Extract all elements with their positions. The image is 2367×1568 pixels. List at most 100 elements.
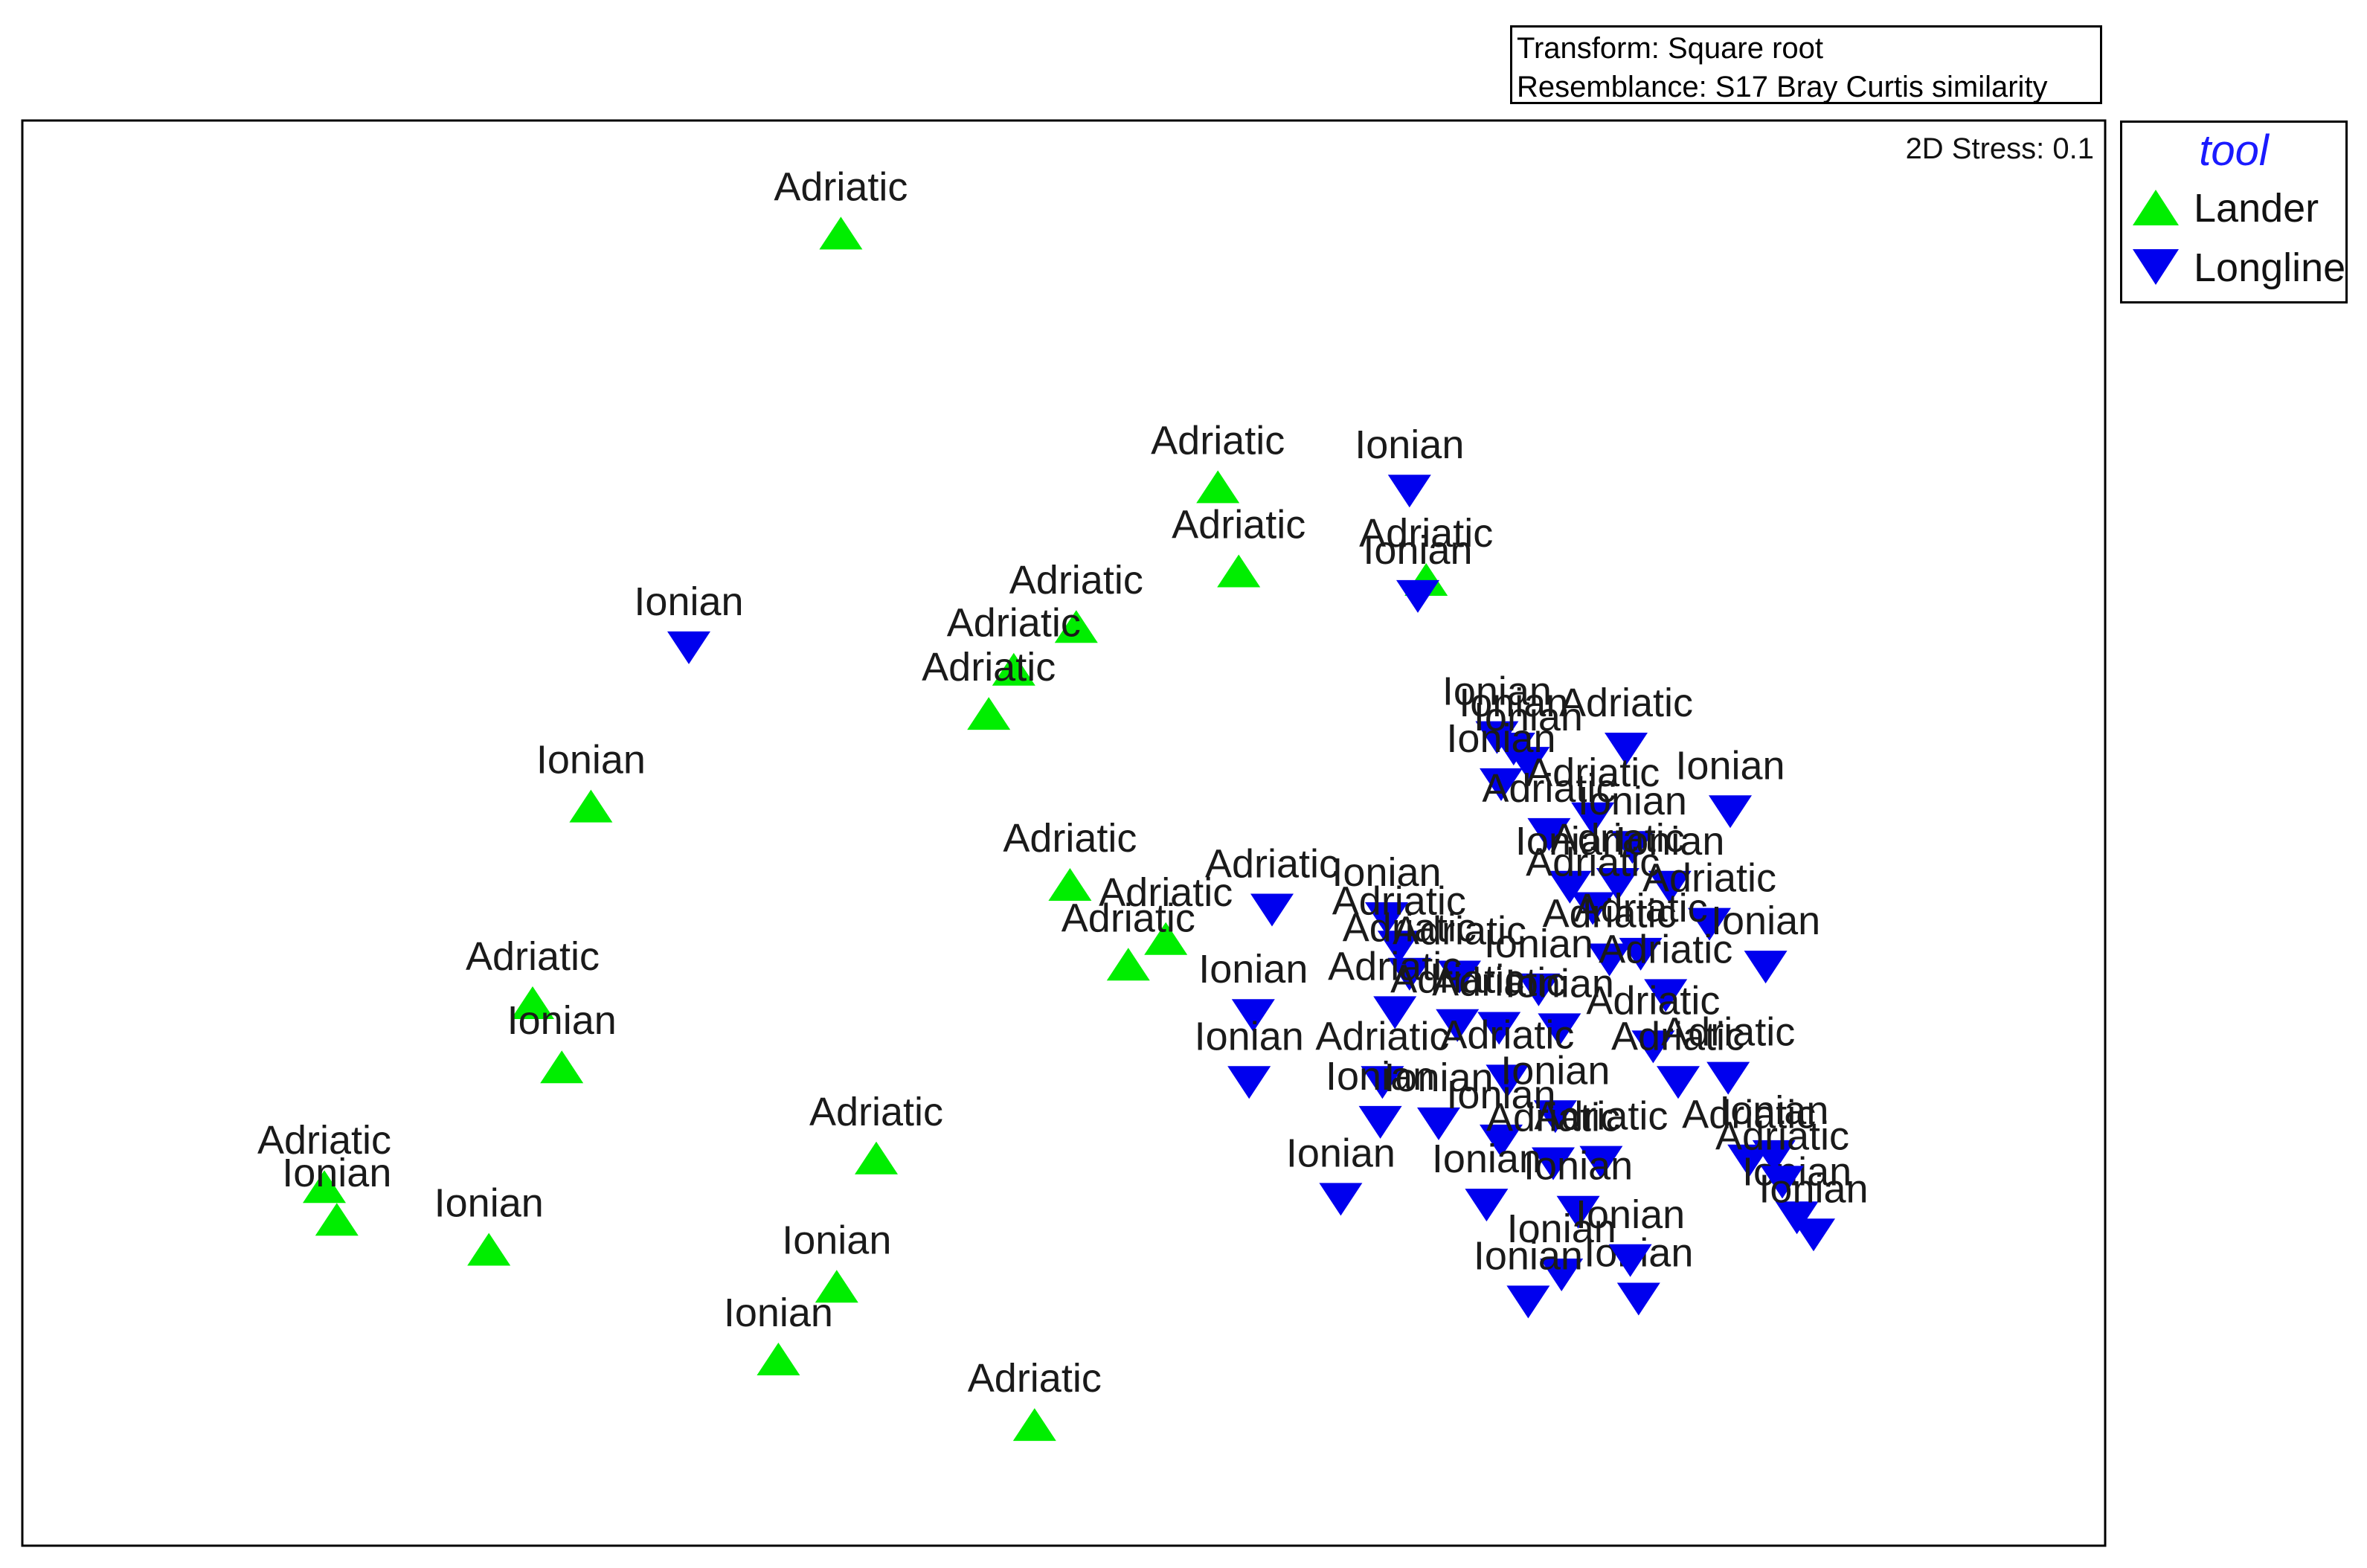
point-label: Adriatic bbox=[1682, 1093, 1816, 1137]
point-label: Adriatic bbox=[1526, 841, 1660, 885]
point-label: Ionian bbox=[1442, 669, 1552, 714]
point-label: Ionian bbox=[1515, 819, 1625, 864]
longline-point bbox=[1752, 1140, 1796, 1173]
longline-point bbox=[1556, 1195, 1600, 1229]
point-label: Adriatic bbox=[1526, 751, 1660, 795]
longline-point bbox=[1631, 1030, 1675, 1064]
point-label: Adriatic bbox=[1642, 856, 1776, 901]
legend-title: tool bbox=[2199, 126, 2269, 175]
point-label: Adriatic bbox=[1343, 906, 1477, 951]
stress-value: 2D Stress: 0.1 bbox=[1905, 132, 2094, 165]
point-label: Adriatic bbox=[1486, 1096, 1620, 1140]
point-label: Ionian bbox=[282, 1151, 391, 1195]
point-label: Ionian bbox=[1474, 695, 1583, 739]
longline-point bbox=[1775, 1201, 1819, 1235]
point-label: Adriatic bbox=[1315, 1014, 1449, 1058]
point-label: Ionian bbox=[1576, 1192, 1685, 1237]
point-label: Adriatic bbox=[1205, 842, 1339, 887]
longline-point bbox=[1709, 795, 1752, 829]
lander-point bbox=[992, 652, 1035, 686]
point-label: Ionian bbox=[1384, 1055, 1493, 1100]
longline-point bbox=[1465, 1189, 1509, 1222]
point-label: Adriatic bbox=[1003, 816, 1137, 861]
longline-point bbox=[1396, 579, 1439, 613]
longline-point bbox=[1231, 999, 1275, 1032]
longline-point bbox=[1387, 475, 1431, 508]
point-label: Ionian bbox=[1363, 528, 1472, 573]
longline-point bbox=[1548, 870, 1592, 904]
lander-point bbox=[967, 697, 1011, 730]
legend-label-longline: Longline bbox=[2194, 245, 2346, 290]
point-label: Ionian bbox=[1446, 1073, 1555, 1117]
longline-point bbox=[1358, 1105, 1402, 1139]
point-label: Ionian bbox=[1484, 922, 1593, 966]
point-label: Ionian bbox=[724, 1291, 833, 1335]
point-label: Adriatic bbox=[1574, 886, 1708, 931]
point-label: Adriatic bbox=[947, 601, 1081, 646]
legend-item-longline: Longline bbox=[2130, 240, 2345, 292]
point-label: Adriatic bbox=[1432, 960, 1566, 1005]
point-label: Ionian bbox=[1286, 1131, 1396, 1175]
legend-item-lander: Lander bbox=[2130, 181, 2345, 233]
longline-point bbox=[1579, 1146, 1623, 1179]
legend-label-lander: Lander bbox=[2194, 186, 2319, 231]
transform-text: Transform: Square root bbox=[1517, 32, 1824, 65]
lander-point bbox=[1048, 868, 1092, 901]
longline-point bbox=[1361, 1066, 1404, 1099]
point-label: Ionian bbox=[1474, 1233, 1583, 1278]
point-label: Ionian bbox=[1711, 899, 1820, 943]
longline-point bbox=[1506, 747, 1550, 780]
point-label: Adriatic bbox=[774, 164, 908, 209]
point-label: Adriatic bbox=[1332, 878, 1466, 923]
point-label: Ionian bbox=[507, 998, 617, 1043]
lander-point bbox=[1217, 554, 1261, 588]
point-label: Ionian bbox=[1198, 947, 1308, 992]
longline-point bbox=[1596, 868, 1639, 901]
lander-point bbox=[315, 1203, 359, 1236]
longline-point bbox=[1608, 1244, 1652, 1277]
longline-point bbox=[1517, 973, 1561, 1006]
point-label: Ionian bbox=[434, 1181, 544, 1226]
longline-point bbox=[1527, 817, 1571, 851]
longline-point bbox=[1657, 1066, 1700, 1099]
longline-point bbox=[1605, 733, 1648, 765]
point-label: Adriatic bbox=[1328, 944, 1462, 989]
point-label: Adriatic bbox=[1172, 503, 1305, 547]
longline-point bbox=[1377, 931, 1421, 964]
point-label: Adriatic bbox=[1482, 766, 1616, 811]
lander-point bbox=[1196, 470, 1240, 504]
triangle-up-icon bbox=[2133, 190, 2179, 225]
longline-point bbox=[1648, 870, 1692, 904]
point-label: Ionian bbox=[1523, 1144, 1633, 1189]
longline-point bbox=[1532, 1147, 1575, 1180]
point-label: Ionian bbox=[536, 738, 646, 783]
point-label: Adriatic bbox=[922, 645, 1056, 690]
point-label: Adriatic bbox=[1359, 511, 1493, 556]
longline-point bbox=[1227, 1066, 1271, 1099]
point-label: Ionian bbox=[1507, 1206, 1616, 1251]
longline-point bbox=[1477, 1012, 1521, 1045]
point-label: Ionian bbox=[1615, 819, 1724, 864]
lander-point bbox=[1012, 1408, 1056, 1442]
point-label: Ionian bbox=[1500, 1048, 1610, 1093]
point-label: Adriatic bbox=[1534, 1094, 1668, 1139]
point-label: Ionian bbox=[1719, 1088, 1828, 1133]
longline-point bbox=[1387, 957, 1431, 991]
point-label: Adriatic bbox=[1551, 816, 1685, 861]
longline-point bbox=[1610, 831, 1654, 864]
point-label: Ionian bbox=[1759, 1166, 1868, 1211]
longline-point bbox=[1688, 907, 1731, 941]
lander-point bbox=[1054, 610, 1098, 643]
longline-point bbox=[1540, 1259, 1584, 1291]
longline-point bbox=[1533, 1100, 1577, 1134]
longline-point bbox=[1571, 892, 1615, 925]
point-label: Adriatic bbox=[1393, 909, 1526, 954]
longline-point bbox=[1587, 943, 1631, 977]
longline-point bbox=[667, 631, 710, 664]
transform-info-box: Transform: Square root Resemblance: S17 … bbox=[1510, 25, 2102, 104]
legend: tool Lander Longline bbox=[2120, 121, 2348, 303]
longline-point bbox=[1417, 1107, 1460, 1140]
longline-point bbox=[1571, 802, 1615, 835]
point-label: Ionian bbox=[1459, 681, 1568, 725]
